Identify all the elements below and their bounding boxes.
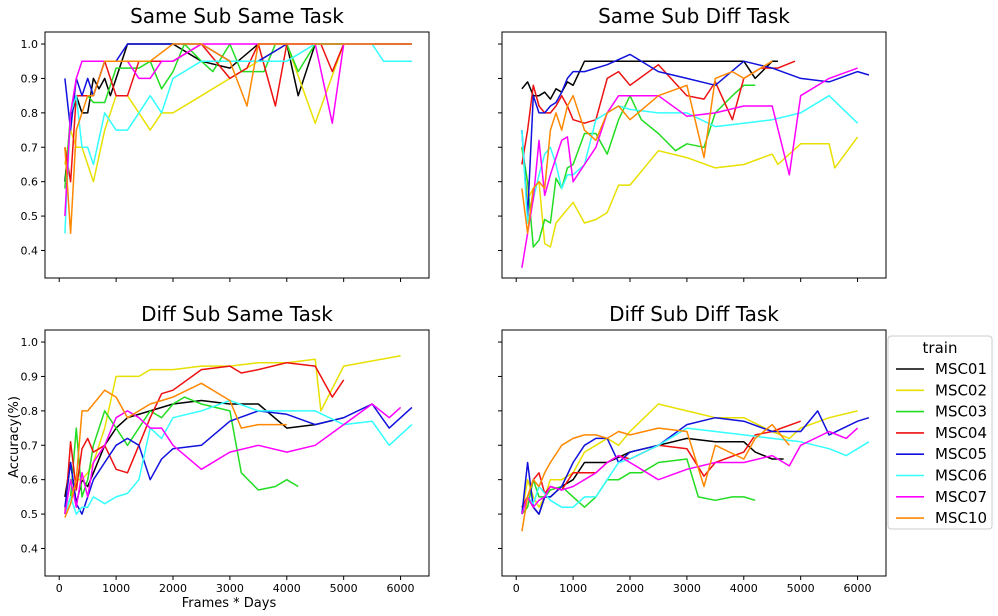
panels: Same Sub Same Task0.40.50.60.70.80.91.0S… [21,4,887,595]
legend-item-msc02: MSC02 [896,381,987,399]
legend-box [887,335,993,530]
axes-frame [44,31,430,279]
panel-title: Same Sub Same Task [130,4,344,28]
series-line-msc05 [64,43,412,131]
legend-label: MSC01 [935,360,987,378]
legend-label: MSC07 [935,488,987,506]
series-line-msc04 [64,361,345,515]
series-line-msc05 [64,403,413,515]
series-group [64,43,412,235]
x-tick-label: 6000 [844,582,872,595]
legend-item-msc03: MSC03 [896,403,987,421]
legend-title: train [923,339,958,357]
y-tick-label: 0.8 [21,405,39,418]
y-tick-label: 1.0 [21,38,39,51]
legend: train MSC01 MSC02 MSC03 MSC04 MSC05 MSC06 MSC07… [887,335,993,530]
series-line-msc03 [64,396,299,515]
series-line-msc06 [64,399,413,515]
series-line-msc04 [521,60,796,165]
legend-label: MSC05 [935,445,987,463]
y-tick-label: 0.5 [21,210,39,223]
x-tick-label: 2000 [616,582,644,595]
legend-label: MSC04 [935,424,987,442]
x-tick-label: 6000 [387,582,415,595]
y-tick-label: 0.6 [21,474,39,487]
axes-frame [501,329,887,577]
x-tick-label: 3000 [673,582,701,595]
panel-3: Diff Sub Same Task 0 1000 2000 3000 4000 5000 6… [21,302,430,595]
panel-title: Diff Sub Diff Task [609,302,779,326]
x-tick-label: 4000 [730,582,758,595]
axes-frame [44,329,430,577]
y-axis-label: Accuracy(%) [7,396,22,478]
legend-label: MSC02 [935,381,987,399]
x-tick-label: 1000 [559,582,587,595]
legend-item-msc06: MSC06 [896,467,987,485]
legend-label: MSC10 [935,509,987,527]
y-tick-label: 0.7 [21,141,39,154]
x-tick-label: 5000 [787,582,815,595]
y-tick-label: 0.5 [21,508,39,521]
series-line-msc02 [521,136,859,248]
series-line-msc07 [521,427,859,515]
y-tick-label: 0.6 [21,176,39,189]
legend-item-msc10: MSC10 [896,509,987,527]
x-tick-label: 3000 [216,582,244,595]
legend-item-msc05: MSC05 [896,445,987,463]
series-line-msc10 [64,382,287,518]
y-tick-label: 0.9 [21,370,39,383]
x-tick-label: 1000 [102,582,130,595]
y-tick-label: 0.4 [21,244,39,257]
y-tick-label: 1.0 [21,336,39,349]
x-axis-label: Frames * Days [182,596,277,611]
panel-2: Same Sub Diff Task [498,4,887,282]
series-group [64,355,413,518]
series-line-msc10 [521,60,773,235]
panel-1: Same Sub Same Task 0.4 0.5 0.6 0.7 0.8 0.9 1.0 [21,4,430,282]
series-line-msc10 [521,423,790,532]
y-tick-label: 0.9 [21,72,39,85]
panel-title: Diff Sub Same Task [141,302,333,326]
series-line-msc02 [64,355,401,515]
series-line-msc10 [64,43,412,235]
legend-label: MSC06 [935,467,987,485]
legend-item-msc04: MSC04 [896,424,987,442]
y-tick-label: 0.7 [21,439,39,452]
y-tick-label: 0.8 [21,107,39,120]
series-group [521,403,870,532]
legend-label: MSC03 [935,403,987,421]
axes-frame [501,31,887,279]
x-tick-label: 5000 [330,582,358,595]
x-tick-label: 0 [513,582,520,595]
series-line-msc07 [64,403,402,515]
series-line-msc06 [521,94,859,224]
panel-4: Diff Sub Diff Task 0 1000 2000 3000 4000 5000 6… [498,302,887,595]
y-tick-label: 0.4 [21,542,39,555]
x-tick-label: 0 [56,582,63,595]
panel-title: Same Sub Diff Task [598,4,790,28]
series-line-msc05 [521,53,870,217]
legend-item-msc07: MSC07 [896,488,987,506]
series-line-msc06 [521,427,870,515]
legend-item-msc01: MSC01 [896,360,987,378]
x-tick-label: 4000 [273,582,301,595]
x-tick-label: 2000 [159,582,187,595]
series-group [521,53,870,268]
series-line-msc01 [521,60,778,100]
